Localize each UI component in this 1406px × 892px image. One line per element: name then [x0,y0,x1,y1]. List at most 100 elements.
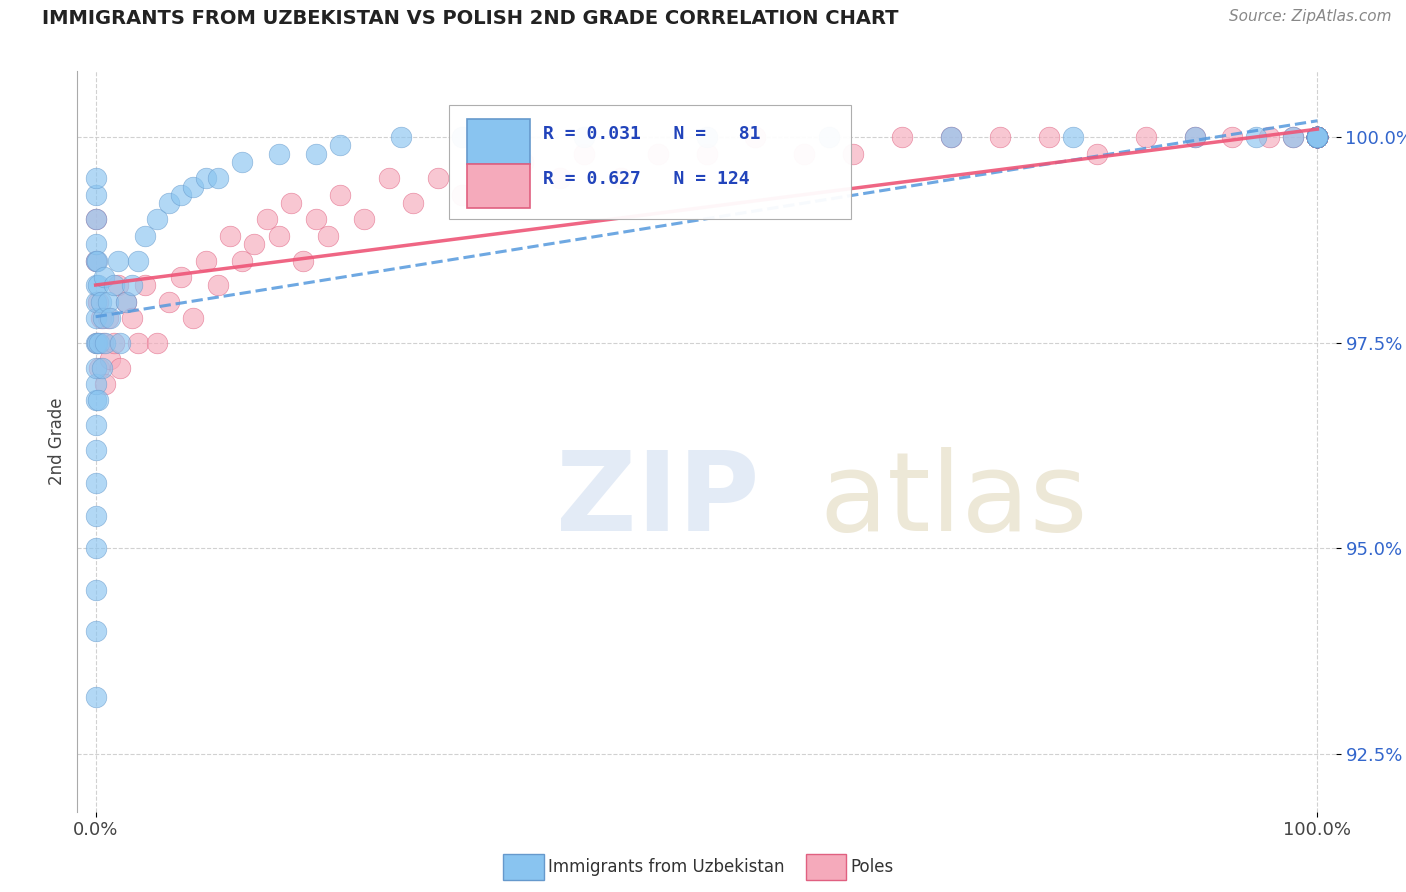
Point [1306,130,1329,145]
Point [89,360,111,375]
Point [84,311,107,326]
Point [84,582,107,597]
Point [647,146,669,161]
Point [1220,130,1243,145]
Point [1306,130,1329,145]
Point [84,187,107,202]
Text: Immigrants from Uzbekistan: Immigrants from Uzbekistan [548,858,785,876]
Point [1306,130,1329,145]
Point [696,130,718,145]
Point [90,360,112,375]
Point [121,311,143,326]
Point [1306,130,1329,145]
Point [84,418,107,433]
Point [157,196,180,211]
Point [1184,130,1206,145]
Point [157,294,180,309]
Point [1306,130,1329,145]
Point [1306,130,1329,145]
Point [1306,130,1329,145]
Point [1306,130,1329,145]
Point [134,278,156,293]
Text: Poles: Poles [851,858,894,876]
Point [280,196,302,211]
Point [304,212,326,227]
Text: IMMIGRANTS FROM UZBEKISTAN VS POLISH 2ND GRADE CORRELATION CHART: IMMIGRANTS FROM UZBEKISTAN VS POLISH 2ND… [42,9,898,28]
Point [1306,130,1329,145]
Point [84,624,107,638]
Point [1306,130,1329,145]
Text: atlas: atlas [820,447,1088,554]
Point [84,541,107,556]
Point [1062,130,1084,145]
Point [243,237,266,252]
Point [1087,146,1109,161]
Point [84,253,107,268]
Point [817,130,839,145]
Point [1282,130,1305,145]
Point [127,335,149,350]
Point [98,352,121,367]
Point [292,253,315,268]
Point [1306,130,1329,145]
Text: ZIP: ZIP [555,447,759,554]
Point [86,335,108,350]
Point [939,130,962,145]
Point [84,278,107,293]
Point [84,376,107,391]
Point [91,311,114,326]
Point [1306,130,1329,145]
Point [108,335,131,350]
Point [304,146,326,161]
Point [1306,130,1329,145]
Point [1306,130,1329,145]
Point [1306,130,1329,145]
Point [194,171,217,186]
Point [1306,130,1329,145]
Point [1306,130,1329,145]
Point [84,335,107,350]
Point [107,253,129,268]
Point [1306,130,1329,145]
Point [84,212,107,227]
Point [426,171,449,186]
Point [84,171,107,186]
Point [84,253,107,268]
Point [115,294,138,309]
Point [219,228,242,243]
Point [1306,130,1329,145]
Point [574,146,596,161]
Point [1135,130,1157,145]
Point [1306,130,1329,145]
Point [1306,130,1329,145]
Point [1306,130,1329,145]
Point [1306,130,1329,145]
Point [1306,130,1329,145]
Text: R = 0.627   N = 124: R = 0.627 N = 124 [543,169,749,188]
Point [1306,130,1329,145]
Point [744,130,766,145]
Point [1257,130,1279,145]
Point [1306,130,1329,145]
Point [1306,130,1329,145]
Point [87,278,110,293]
Point [1306,130,1329,145]
Point [451,130,474,145]
Point [103,335,125,350]
Point [1306,130,1329,145]
Point [103,278,125,293]
Point [86,335,108,350]
FancyBboxPatch shape [467,120,530,164]
Point [329,187,352,202]
Text: Source: ZipAtlas.com: Source: ZipAtlas.com [1229,9,1392,24]
Point [353,212,375,227]
Point [512,154,534,169]
Point [1306,130,1329,145]
Point [84,690,107,704]
Point [610,171,633,186]
Point [1306,130,1329,145]
Point [1306,130,1329,145]
Point [1282,130,1305,145]
Point [1306,130,1329,145]
Point [207,171,229,186]
